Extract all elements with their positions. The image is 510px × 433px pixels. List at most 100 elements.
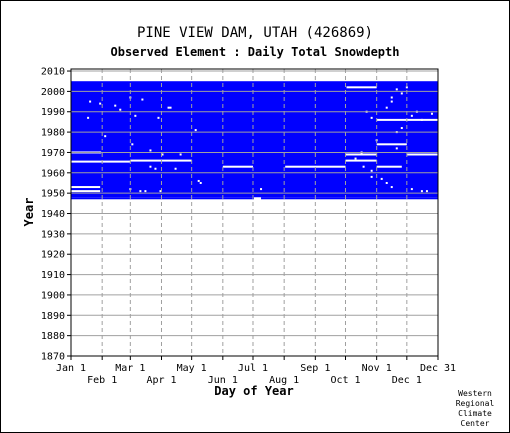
missing-point (139, 190, 142, 193)
missing-point (149, 149, 152, 152)
x-tick-label: Feb 1 (87, 375, 117, 386)
coverage-block (71, 81, 438, 198)
x-axis-title: Day of Year (214, 384, 293, 398)
missing-point (149, 165, 152, 168)
y-tick-label: 1980 (41, 128, 65, 139)
missing-point (410, 188, 413, 191)
y-tick-label: 1900 (41, 290, 65, 301)
y-tick-label: 1960 (41, 168, 65, 179)
missing-point (134, 114, 137, 117)
missing-point (362, 165, 365, 168)
missing-point (405, 86, 408, 89)
missing-point (157, 116, 160, 119)
missing-point (199, 181, 202, 184)
missing-point (99, 102, 102, 105)
missing-point (425, 190, 428, 193)
x-tick-label: Jan 1 (56, 363, 86, 374)
y-axis-title: Year (22, 198, 36, 227)
y-tick-label: 1890 (41, 311, 65, 322)
x-tick-label: Dec 1 (392, 375, 422, 386)
missing-point (385, 181, 388, 184)
missing-point (114, 104, 117, 107)
y-tick-label: 1940 (41, 209, 65, 220)
data-coverage (71, 81, 438, 200)
y-axis: 1870 1880 1890 1900 1910 1920 1930 1940 1950 1960… (41, 67, 71, 363)
x-tick-label: Sep 1 (300, 363, 330, 374)
missing-point (390, 96, 393, 99)
missing-segment (346, 86, 377, 89)
missing-point (420, 190, 423, 193)
missing-point (385, 106, 388, 109)
missing-point (390, 186, 393, 189)
missing-point (194, 129, 197, 132)
missing-point (400, 92, 403, 95)
missing-segment (285, 165, 346, 168)
missing-point (390, 100, 393, 103)
plot-border (70, 68, 439, 357)
missing-point (370, 175, 373, 178)
missing-point (104, 135, 107, 138)
y-tick-label: 1870 (41, 352, 65, 363)
y-tick-label: 1950 (41, 189, 65, 200)
missing-point (159, 190, 162, 193)
missing-segment (376, 118, 438, 121)
missing-segment (71, 186, 101, 189)
missing-point (87, 116, 90, 119)
missing-point (370, 116, 373, 119)
y-tick-label: 2010 (41, 67, 65, 78)
x-tick-label: Jul 1 (238, 363, 268, 374)
y-tick-label: 1880 (41, 331, 65, 342)
missing-point (380, 177, 383, 180)
missing-point (354, 157, 357, 160)
missing-point (430, 112, 433, 115)
missing-point (169, 106, 172, 109)
missing-point (197, 179, 200, 182)
coverage-block (261, 197, 438, 200)
missing-point (161, 153, 164, 156)
missing-segment (345, 159, 377, 162)
x-tick-label: Nov 1 (362, 363, 392, 374)
y-tick-label: 1970 (41, 148, 65, 159)
x-tick-label: Aug 1 (269, 375, 299, 386)
y-tick-label: 1930 (41, 229, 65, 240)
missing-point (174, 167, 177, 170)
x-tick-label: Apr 1 (146, 375, 176, 386)
missing-segment (376, 165, 402, 168)
credit-line: Western (458, 389, 492, 398)
grid-lines (71, 69, 438, 356)
x-tick-label: Dec 31 (420, 363, 456, 374)
missing-point (179, 153, 182, 156)
y-tick-label: 2000 (41, 87, 65, 98)
missing-point (154, 167, 157, 170)
missing-point (395, 88, 398, 91)
missing-point (420, 118, 423, 121)
x-tick-label: May 1 (177, 363, 207, 374)
credit-line: Regional (455, 399, 495, 408)
missing-point (395, 147, 398, 150)
y-tick-label: 1920 (41, 250, 65, 261)
y-tick-label: 1990 (41, 107, 65, 118)
missing-segment (345, 153, 377, 156)
credit-block: Western Regional Climate Center (447, 389, 503, 429)
missing-point (119, 108, 122, 111)
chart-subtitle: Observed Element : Daily Total Snowdepth (110, 45, 400, 59)
x-tick-label: Jun 1 (208, 375, 238, 386)
missing-segment (130, 159, 192, 162)
x-tick-label: Mar 1 (115, 363, 145, 374)
missing-point (131, 143, 134, 146)
credit-line: Center (460, 419, 490, 428)
missing-point (141, 98, 144, 101)
missing-point (89, 100, 92, 103)
missing-segment (222, 165, 253, 168)
missing-segment (71, 160, 131, 163)
y-tick-label: 1910 (41, 270, 65, 281)
missing-segment (376, 143, 407, 146)
x-tick-label: Oct 1 (330, 375, 360, 386)
missing-point (260, 188, 263, 191)
missing-segment (71, 190, 101, 193)
missing-point (144, 190, 147, 193)
missing-point (167, 106, 170, 109)
missing-point (370, 169, 373, 172)
